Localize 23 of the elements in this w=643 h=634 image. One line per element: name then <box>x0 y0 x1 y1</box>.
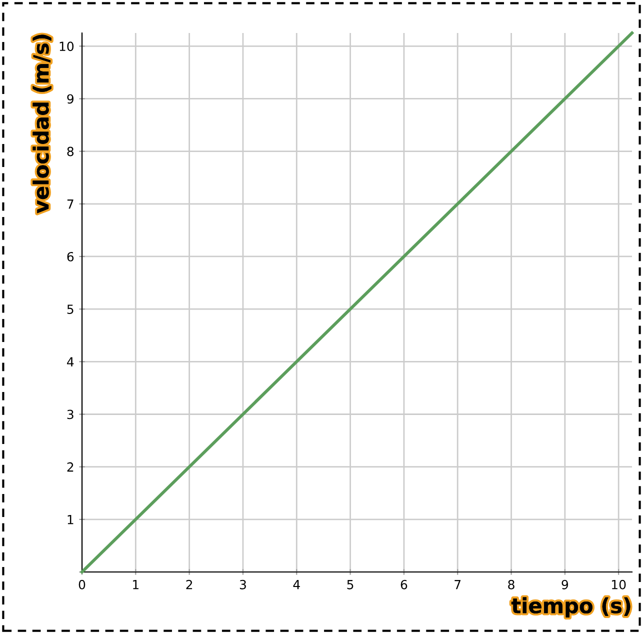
x-tick-label: 5 <box>347 580 354 590</box>
y-tick-label: 9 <box>67 94 74 104</box>
x-tick-label: 4 <box>293 580 300 590</box>
y-tick-label: 3 <box>67 410 74 420</box>
x-tick-label: 9 <box>562 580 568 590</box>
y-tick-label: 5 <box>67 304 74 314</box>
x-tick-label: 3 <box>240 580 246 590</box>
x-tick-label: 7 <box>454 580 461 590</box>
x-tick-label: 6 <box>400 580 408 590</box>
x-tick-label: 2 <box>186 580 192 590</box>
y-tick-label: 2 <box>67 462 74 472</box>
y-tick-label: 4 <box>67 357 74 366</box>
y-axis-title: velocidad (m/s) <box>32 34 52 214</box>
x-tick-label: 0 <box>78 580 86 590</box>
x-tick-label: 1 <box>133 580 138 590</box>
x-axis-title: tiempo (s) <box>511 597 630 618</box>
y-tick-label: 8 <box>67 146 74 156</box>
y-tick-label: 1 <box>68 515 74 524</box>
y-tick-label: 7 <box>67 200 74 209</box>
y-tick-label: 6 <box>67 252 74 262</box>
x-tick-label: 8 <box>508 580 514 590</box>
y-tick-label: 10 <box>60 42 74 52</box>
x-tick-label: 10 <box>612 580 626 590</box>
